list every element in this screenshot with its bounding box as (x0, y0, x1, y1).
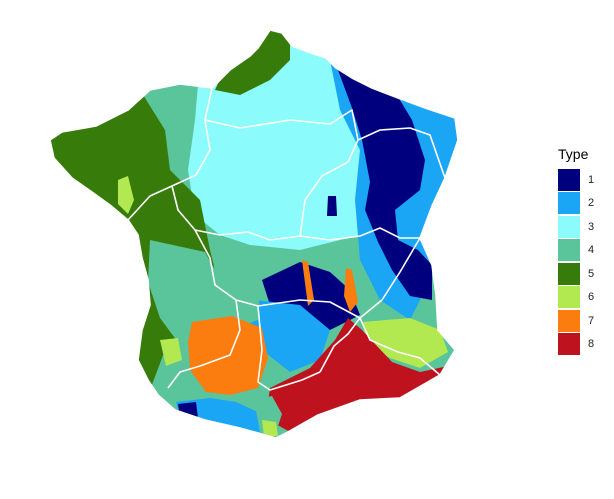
legend-swatch (558, 215, 580, 238)
legend-label: 4 (588, 244, 595, 257)
legend-item-8: 8 (558, 333, 594, 357)
legend-item-3: 3 (558, 215, 594, 239)
zone-7 (302, 260, 314, 306)
legend-title: Type (558, 146, 589, 162)
legend-label: 5 (588, 267, 595, 280)
zone-7 (344, 268, 358, 312)
legend-label: 8 (588, 338, 595, 351)
legend-label: 7 (588, 314, 595, 327)
legend-items: 1 2 3 4 5 6 7 8 (558, 168, 594, 356)
zone-4 (212, 250, 260, 330)
zone-6 (160, 338, 182, 366)
zone-1 (178, 402, 198, 418)
legend-item-4: 4 (558, 239, 594, 263)
legend-item-2: 2 (558, 192, 594, 216)
zone-1 (327, 196, 337, 216)
legend-item-1: 1 (558, 168, 594, 192)
legend-swatch (558, 262, 580, 285)
legend-item-7: 7 (558, 309, 594, 333)
legend-label: 6 (588, 291, 595, 304)
legend: Type 1 2 3 4 5 6 7 8 (558, 146, 594, 356)
legend-swatch (558, 192, 580, 215)
legend-swatch (558, 309, 580, 332)
zone-5 (215, 30, 290, 95)
zone-6 (118, 176, 134, 214)
zone-4 (148, 240, 225, 345)
legend-swatch (558, 333, 580, 356)
zone-8 (268, 318, 458, 432)
zone-2 (250, 300, 330, 372)
legend-swatch (558, 239, 580, 262)
legend-label: 2 (588, 197, 595, 210)
legend-item-6: 6 (558, 286, 594, 310)
zone-6 (262, 420, 278, 436)
legend-swatch (558, 286, 580, 309)
region-borders (49, 29, 459, 439)
legend-label: 1 (588, 173, 595, 186)
legend-item-5: 5 (558, 262, 594, 286)
legend-swatch (558, 168, 580, 191)
legend-label: 3 (588, 220, 595, 233)
zone-6 (362, 318, 448, 368)
